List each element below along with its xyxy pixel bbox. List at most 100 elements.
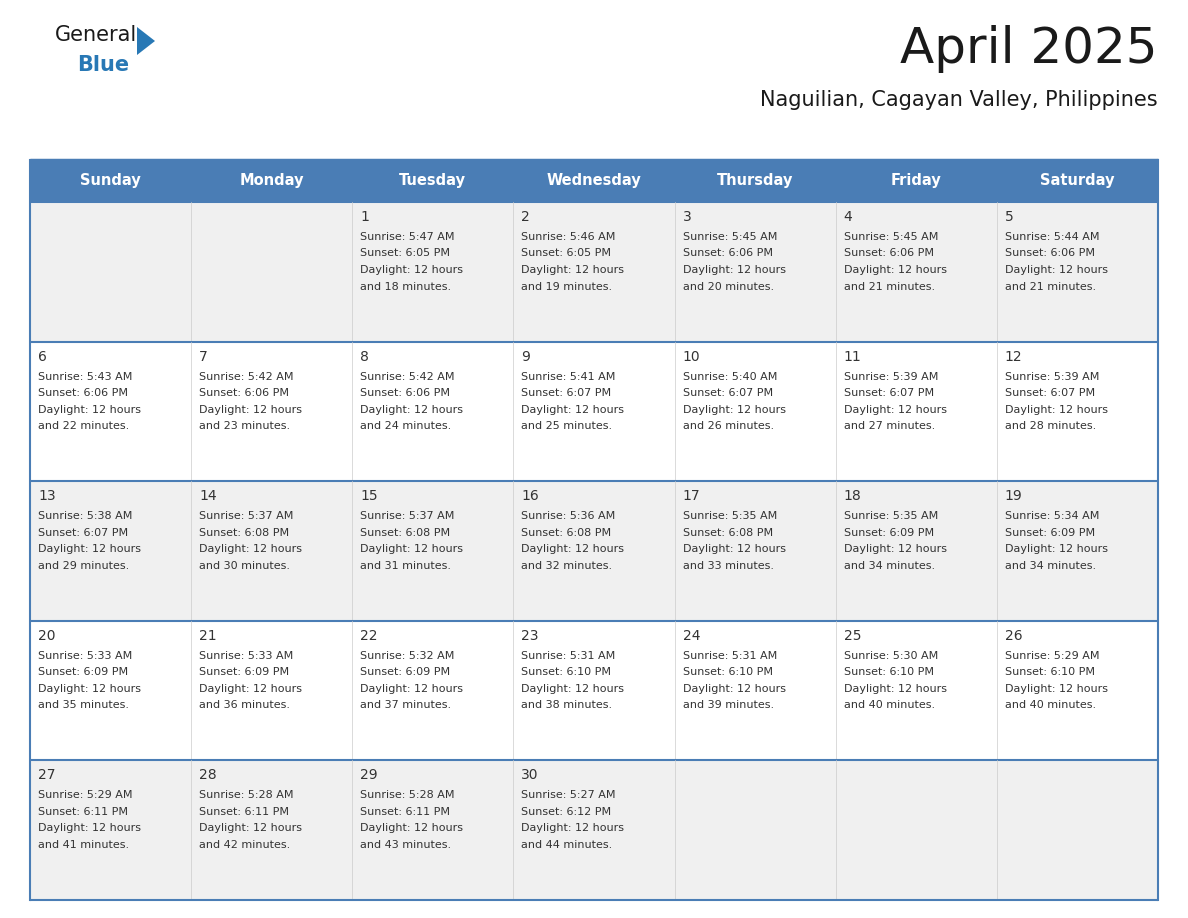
Text: 13: 13 [38, 489, 56, 503]
Bar [835, 341, 997, 481]
Text: Sunrise: 5:28 AM: Sunrise: 5:28 AM [360, 790, 455, 800]
Text: Sunset: 6:06 PM: Sunset: 6:06 PM [683, 249, 772, 259]
Text: Sunset: 6:10 PM: Sunset: 6:10 PM [843, 667, 934, 677]
Text: and 21 minutes.: and 21 minutes. [1005, 282, 1097, 292]
Bar [353, 621, 513, 760]
Text: Sunset: 6:11 PM: Sunset: 6:11 PM [360, 807, 450, 817]
Text: Sunset: 6:08 PM: Sunset: 6:08 PM [683, 528, 772, 538]
Text: and 43 minutes.: and 43 minutes. [360, 840, 451, 850]
Text: 20: 20 [38, 629, 56, 643]
Bar [997, 481, 1158, 621]
Text: Sunrise: 5:35 AM: Sunrise: 5:35 AM [683, 511, 777, 521]
Bar [30, 621, 191, 760]
Text: 25: 25 [843, 629, 861, 643]
Text: Sunrise: 5:29 AM: Sunrise: 5:29 AM [1005, 651, 1099, 661]
Text: General: General [55, 25, 138, 45]
Text: Daylight: 12 hours: Daylight: 12 hours [360, 544, 463, 554]
Bar [675, 160, 835, 202]
Bar [835, 621, 997, 760]
Text: Sunset: 6:10 PM: Sunset: 6:10 PM [522, 667, 612, 677]
Bar [513, 481, 675, 621]
Bar [997, 160, 1158, 202]
Text: 14: 14 [200, 489, 216, 503]
Bar [191, 760, 353, 900]
Text: 29: 29 [360, 768, 378, 782]
Text: Sunset: 6:05 PM: Sunset: 6:05 PM [522, 249, 612, 259]
Text: Monday: Monday [240, 174, 304, 188]
Text: Daylight: 12 hours: Daylight: 12 hours [1005, 544, 1108, 554]
Text: and 31 minutes.: and 31 minutes. [360, 561, 451, 571]
Text: Daylight: 12 hours: Daylight: 12 hours [200, 405, 302, 415]
Text: Tuesday: Tuesday [399, 174, 467, 188]
Bar [30, 481, 191, 621]
Text: 2: 2 [522, 210, 530, 224]
Bar [353, 481, 513, 621]
Text: Daylight: 12 hours: Daylight: 12 hours [38, 405, 141, 415]
Text: Sunset: 6:11 PM: Sunset: 6:11 PM [38, 807, 128, 817]
Bar [835, 481, 997, 621]
Text: 7: 7 [200, 350, 208, 364]
Text: Daylight: 12 hours: Daylight: 12 hours [360, 405, 463, 415]
Text: Sunset: 6:07 PM: Sunset: 6:07 PM [683, 388, 772, 398]
Bar [675, 202, 835, 341]
Text: Daylight: 12 hours: Daylight: 12 hours [1005, 684, 1108, 694]
Text: Sunrise: 5:34 AM: Sunrise: 5:34 AM [1005, 511, 1099, 521]
Text: Sunset: 6:07 PM: Sunset: 6:07 PM [843, 388, 934, 398]
Text: Sunrise: 5:31 AM: Sunrise: 5:31 AM [522, 651, 615, 661]
Text: 18: 18 [843, 489, 861, 503]
Text: 19: 19 [1005, 489, 1023, 503]
Text: Sunrise: 5:30 AM: Sunrise: 5:30 AM [843, 651, 939, 661]
Text: and 32 minutes.: and 32 minutes. [522, 561, 613, 571]
Text: Sunrise: 5:43 AM: Sunrise: 5:43 AM [38, 372, 132, 382]
Text: 28: 28 [200, 768, 216, 782]
Bar [191, 341, 353, 481]
Bar [835, 760, 997, 900]
Bar [513, 341, 675, 481]
Text: Sunrise: 5:46 AM: Sunrise: 5:46 AM [522, 232, 615, 242]
Text: 30: 30 [522, 768, 539, 782]
Text: 5: 5 [1005, 210, 1013, 224]
Text: Sunset: 6:09 PM: Sunset: 6:09 PM [200, 667, 289, 677]
Text: Sunset: 6:06 PM: Sunset: 6:06 PM [200, 388, 289, 398]
Text: Sunday: Sunday [81, 174, 141, 188]
Text: Sunset: 6:08 PM: Sunset: 6:08 PM [360, 528, 450, 538]
Text: and 42 minutes.: and 42 minutes. [200, 840, 290, 850]
Text: and 34 minutes.: and 34 minutes. [843, 561, 935, 571]
Text: Daylight: 12 hours: Daylight: 12 hours [522, 405, 625, 415]
Text: Daylight: 12 hours: Daylight: 12 hours [522, 823, 625, 834]
Text: Sunrise: 5:35 AM: Sunrise: 5:35 AM [843, 511, 939, 521]
Text: Daylight: 12 hours: Daylight: 12 hours [843, 544, 947, 554]
Text: Sunrise: 5:39 AM: Sunrise: 5:39 AM [1005, 372, 1099, 382]
Bar [513, 621, 675, 760]
Text: Daylight: 12 hours: Daylight: 12 hours [683, 265, 785, 275]
Text: Sunset: 6:10 PM: Sunset: 6:10 PM [683, 667, 772, 677]
Text: 16: 16 [522, 489, 539, 503]
Bar [675, 621, 835, 760]
Text: Sunrise: 5:31 AM: Sunrise: 5:31 AM [683, 651, 777, 661]
Text: Sunset: 6:06 PM: Sunset: 6:06 PM [38, 388, 128, 398]
Text: Sunrise: 5:37 AM: Sunrise: 5:37 AM [200, 511, 293, 521]
Text: Daylight: 12 hours: Daylight: 12 hours [360, 823, 463, 834]
Text: Sunrise: 5:32 AM: Sunrise: 5:32 AM [360, 651, 455, 661]
Polygon shape [137, 27, 154, 55]
Text: Daylight: 12 hours: Daylight: 12 hours [1005, 265, 1108, 275]
Text: Daylight: 12 hours: Daylight: 12 hours [38, 684, 141, 694]
Text: Sunset: 6:06 PM: Sunset: 6:06 PM [843, 249, 934, 259]
Text: and 39 minutes.: and 39 minutes. [683, 700, 773, 711]
Bar [513, 760, 675, 900]
Text: Sunset: 6:06 PM: Sunset: 6:06 PM [1005, 249, 1095, 259]
Text: 1: 1 [360, 210, 369, 224]
Text: 17: 17 [683, 489, 700, 503]
Text: 27: 27 [38, 768, 56, 782]
Bar [30, 202, 191, 341]
Text: Sunset: 6:08 PM: Sunset: 6:08 PM [200, 528, 289, 538]
Text: 21: 21 [200, 629, 216, 643]
Text: Sunrise: 5:40 AM: Sunrise: 5:40 AM [683, 372, 777, 382]
Text: and 37 minutes.: and 37 minutes. [360, 700, 451, 711]
Text: Sunset: 6:10 PM: Sunset: 6:10 PM [1005, 667, 1095, 677]
Text: Sunrise: 5:45 AM: Sunrise: 5:45 AM [683, 232, 777, 242]
Text: Daylight: 12 hours: Daylight: 12 hours [683, 544, 785, 554]
Text: Blue: Blue [77, 55, 129, 75]
Bar [353, 160, 513, 202]
Text: Sunset: 6:09 PM: Sunset: 6:09 PM [360, 667, 450, 677]
